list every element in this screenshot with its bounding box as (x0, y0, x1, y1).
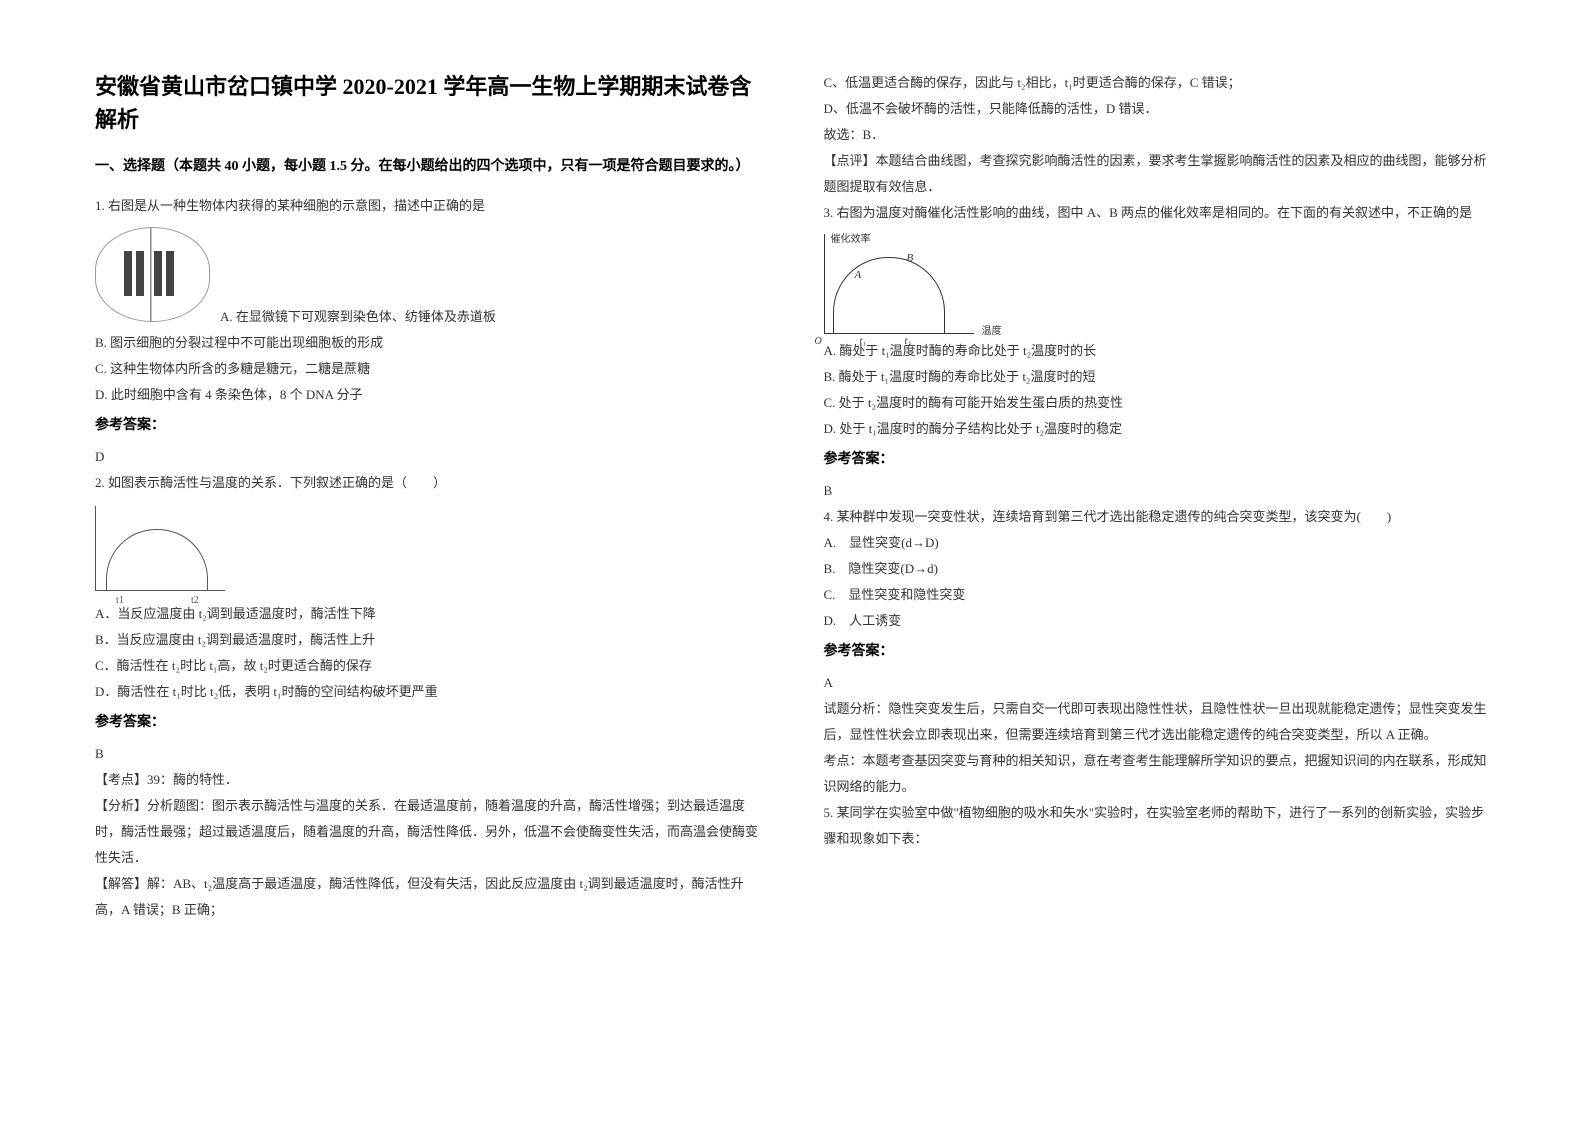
q3-chart-t1: t₁ (860, 336, 866, 347)
q3-stem: 3. 右图为温度对酶催化活性影响的曲线，图中 A、B 两点的催化效率是相同的。在… (824, 200, 1493, 226)
q3-chart: 催化效率 温度 O t₁ t₂ A B (824, 234, 974, 334)
q2-chart-t2: t2 (191, 595, 199, 606)
q1-option-c: C. 这种生物体内所含的多糖是糖元，二糖是蔗糖 (95, 356, 764, 382)
q4-kaodian: 考点：本题考查基因突变与育种的相关知识，意在考查考生能理解所学知识的要点，把握知… (824, 748, 1493, 800)
q4-answer: A (824, 670, 1493, 696)
q2-option-d: D．酶活性在 t₁时比 t₂低，表明 t₁时酶的空间结构破坏更严重 (95, 679, 764, 705)
q4-stem: 4. 某种群中发现一突变性状，连续培育到第三代才选出能稳定遗传的纯合突变类型，该… (824, 504, 1493, 530)
q3-chart-ylabel: 催化效率 (831, 230, 871, 245)
q2-option-b: B．当反应温度由 t₂调到最适温度时，酶活性上升 (95, 627, 764, 653)
q2-jieda: 【解答】解：AB、t₂温度高于最适温度，酶活性降低，但没有失活，因此反应温度由 … (95, 871, 764, 923)
q2-kaodian: 【考点】39：酶的特性． (95, 767, 764, 793)
right-column: C、低温更适合酶的保存，因此与 t₂相比，t₁时更适合酶的保存，C 错误； D、… (824, 70, 1493, 1082)
q4-option-d: D. 人工诱变 (824, 608, 1493, 634)
q2-dianping: 【点评】本题结合曲线图，考查探究影响酶活性的因素，要求考生掌握影响酶活性的因素及… (824, 148, 1493, 200)
q4-answer-label: 参考答案： (824, 638, 1493, 666)
q2-chart: t1 t2 (95, 506, 225, 591)
q1-answer-label: 参考答案： (95, 412, 764, 440)
q3-answer: B (824, 478, 1493, 504)
q4-fenxi: 试题分析：隐性突变发生后，只需自交一代即可表现出隐性性状，且隐性性状一旦出现就能… (824, 696, 1493, 748)
q4-option-c: C. 显性突变和隐性突变 (824, 582, 1493, 608)
document-title: 安徽省黄山市岔口镇中学 2020-2021 学年高一生物上学期期末试卷含解析 (95, 70, 764, 136)
q3-chart-t2: t₂ (905, 336, 911, 347)
q2-line-c: C、低温更适合酶的保存，因此与 t₂相比，t₁时更适合酶的保存，C 错误； (824, 70, 1493, 96)
q1-option-b: B. 图示细胞的分裂过程中不可能出现细胞板的形成 (95, 330, 764, 356)
q4-option-a: A. 显性突变(d→D) (824, 530, 1493, 556)
q3-chart-origin: O (815, 336, 822, 347)
q2-answer-label: 参考答案： (95, 709, 764, 737)
q3-option-a: A. 酶处于 t₁温度时酶的寿命比处于 t₂温度时的长 (824, 338, 1493, 364)
q3-chart-point-b: B (907, 252, 914, 264)
q4-option-b: B. 隐性突变(D→d) (824, 556, 1493, 582)
section-1-header: 一、选择题（本题共 40 小题，每小题 1.5 分。在每小题给出的四个选项中，只… (95, 154, 764, 179)
q3-option-d: D. 处于 t₁温度时的酶分子结构比处于 t₂温度时的稳定 (824, 416, 1493, 442)
q2-option-c: C．酶活性在 t₂时比 t₁高，故 t₂时更适合酶的保存 (95, 653, 764, 679)
q2-guxuan: 故选：B． (824, 122, 1493, 148)
q3-answer-label: 参考答案： (824, 446, 1493, 474)
q2-fenxi: 【分析】分析题图：图示表示酶活性与温度的关系．在最适温度前，随着温度的升高，酶活… (95, 793, 764, 871)
q1-option-a: A. 在显微镜下可观察到染色体、纺锤体及赤道板 (220, 304, 496, 330)
q3-chart-point-a: A (855, 269, 862, 281)
q3-chart-xlabel: 温度 (982, 322, 1002, 337)
q2-chart-t1: t1 (116, 595, 124, 606)
q2-answer: B (95, 741, 764, 767)
q1-option-d: D. 此时细胞中含有 4 条染色体，8 个 DNA 分子 (95, 382, 764, 408)
q2-line-d: D、低温不会破坏酶的活性，只能降低酶的活性，D 错误． (824, 96, 1493, 122)
q3-option-b: B. 酶处于 t₁温度时酶的寿命比处于 t₂温度时的短 (824, 364, 1493, 390)
q1-cell-diagram (95, 227, 210, 322)
q5-stem: 5. 某同学在实验室中做"植物细胞的吸水和失水"实验时，在实验室老师的帮助下，进… (824, 800, 1493, 852)
q1-figure-row: A. 在显微镜下可观察到染色体、纺锤体及赤道板 (95, 219, 764, 330)
q1-stem: 1. 右图是从一种生物体内获得的某种细胞的示意图，描述中正确的是 (95, 193, 764, 219)
q2-stem: 2. 如图表示酶活性与温度的关系．下列叙述正确的是（ ） (95, 470, 764, 496)
q3-option-c: C. 处于 t₂温度时的酶有可能开始发生蛋白质的热变性 (824, 390, 1493, 416)
left-column: 安徽省黄山市岔口镇中学 2020-2021 学年高一生物上学期期末试卷含解析 一… (95, 70, 764, 1082)
q1-answer: D (95, 444, 764, 470)
